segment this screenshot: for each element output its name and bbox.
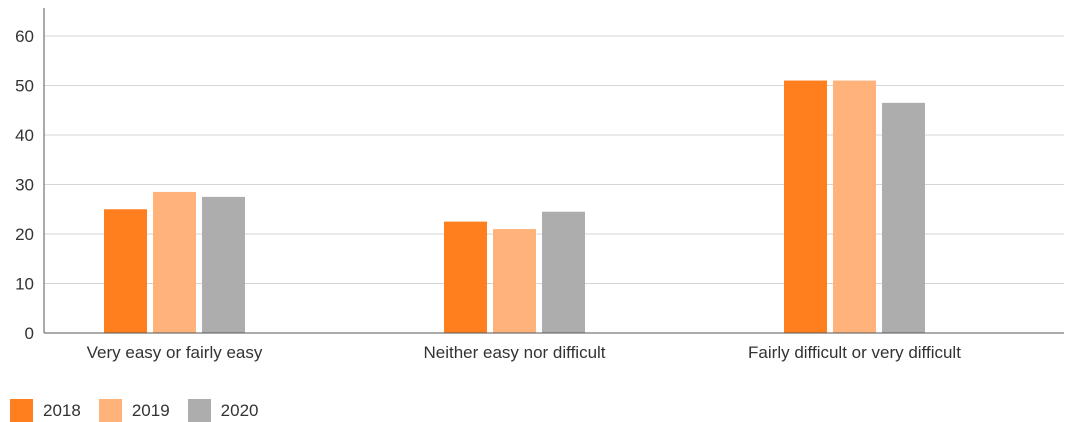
bar-2018-2 (784, 80, 827, 333)
legend-item-2019: 2019 (98, 399, 170, 422)
y-tick-label: 0 (25, 324, 34, 343)
bar-2020-2 (882, 102, 925, 333)
bar-chart: 0 10 20 30 40 50 60 Very easy or fairly easy Ne… (15, 8, 1064, 362)
legend-item-2020: 2020 (187, 399, 259, 422)
legend: 2018 2019 2020 (10, 399, 276, 422)
x-category-label: Neither easy nor difficult (423, 343, 605, 362)
x-category-label: Very easy or fairly easy (87, 343, 263, 362)
y-axis-tick-labels: 0 10 20 30 40 50 60 (15, 27, 34, 343)
bar-2019-2 (833, 80, 876, 333)
legend-label: 2020 (220, 401, 259, 420)
bars (104, 80, 925, 333)
y-tick-label: 60 (15, 27, 34, 46)
bar-2019-1 (493, 229, 536, 333)
y-tick-label: 40 (15, 126, 34, 145)
legend-swatch (187, 399, 211, 422)
legend-label: 2019 (131, 401, 170, 420)
y-tick-label: 50 (15, 77, 34, 96)
y-tick-label: 10 (15, 275, 34, 294)
bar-2018-0 (104, 209, 147, 333)
legend-swatch (10, 399, 33, 422)
x-axis-category-labels: Very easy or fairly easy Neither easy nor… (87, 343, 962, 362)
legend-swatch (98, 399, 122, 422)
bar-2019-0 (153, 191, 196, 333)
legend-item-2018: 2018 (10, 399, 81, 422)
x-category-label: Fairly difficult or very difficult (748, 343, 961, 362)
bar-2020-0 (202, 196, 245, 333)
bar-2018-1 (444, 221, 487, 333)
y-tick-label: 20 (15, 225, 34, 244)
y-tick-label: 30 (15, 176, 34, 195)
bar-2020-1 (542, 211, 585, 333)
axes (43, 8, 1064, 334)
legend-label: 2018 (43, 401, 81, 420)
